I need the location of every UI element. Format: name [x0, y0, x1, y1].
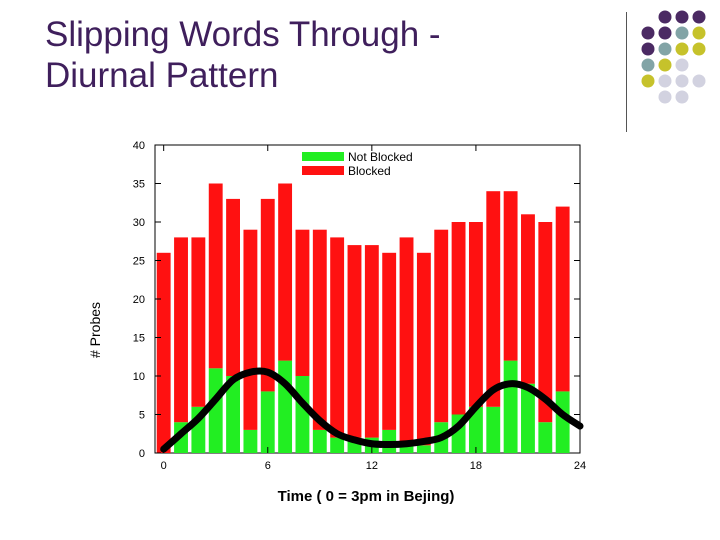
y-tick-label: 20	[133, 294, 145, 306]
bar-not-blocked	[243, 429, 258, 453]
decor-dot	[641, 58, 655, 72]
decor-dot	[675, 58, 689, 72]
bar-not-blocked	[278, 360, 293, 453]
bar-blocked	[399, 237, 414, 446]
x-tick-label: 12	[366, 460, 378, 472]
bar-layer	[156, 183, 570, 453]
axis-ticks: 0 5 10 15 20 25 30 35 40 0 6 12 18 24	[133, 140, 586, 472]
bar-not-blocked	[208, 368, 223, 453]
bar-blocked	[468, 222, 483, 407]
bar-not-blocked	[486, 406, 501, 453]
x-tick-label: 6	[265, 460, 271, 472]
bar-blocked	[347, 245, 362, 438]
slide-title-line-2: Diurnal Pattern	[45, 56, 279, 95]
bar-not-blocked	[260, 391, 275, 453]
decorative-divider-line	[626, 12, 627, 132]
x-tick-label: 18	[470, 460, 482, 472]
decor-dot	[641, 42, 655, 56]
bar-blocked	[555, 206, 570, 392]
bar-blocked	[226, 198, 240, 376]
bar-not-blocked	[295, 376, 310, 453]
slide-title: Slipping Words Through - Diurnal Pattern	[45, 14, 605, 96]
x-axis-label: Time ( 0 = 3pm in Bejing)	[278, 488, 455, 505]
legend-label: Not Blocked	[348, 150, 413, 164]
decor-dot	[675, 26, 689, 40]
decor-dot	[641, 26, 655, 40]
bar-blocked	[278, 183, 293, 361]
decor-dot	[658, 42, 672, 56]
bar-not-blocked	[538, 422, 553, 453]
bar-blocked	[191, 237, 206, 407]
y-tick-label: 5	[139, 410, 145, 422]
y-tick-label: 35	[133, 179, 145, 191]
y-tick-label: 10	[133, 371, 145, 383]
bar-blocked	[538, 222, 553, 423]
bar-not-blocked	[330, 437, 345, 453]
x-tick-label: 0	[161, 460, 167, 472]
y-tick-label: 30	[133, 217, 145, 229]
bar-not-blocked	[226, 376, 240, 453]
bar-blocked	[382, 252, 397, 430]
decor-dot	[658, 58, 672, 72]
decor-dot	[692, 42, 706, 56]
decor-dot	[675, 10, 689, 24]
y-tick-label: 40	[133, 140, 145, 152]
bar-not-blocked	[555, 391, 570, 453]
trend-curve	[160, 367, 584, 453]
y-tick-label: 25	[133, 256, 145, 268]
bar-not-blocked	[521, 383, 535, 453]
slide-title-line-1: Slipping Words Through -	[45, 15, 441, 54]
decor-dot	[658, 10, 672, 24]
bar-blocked	[434, 229, 449, 423]
decorative-dot-grid	[641, 10, 706, 104]
bar-blocked	[451, 222, 466, 415]
decor-dot	[641, 74, 655, 88]
bar-blocked	[243, 229, 258, 430]
y-axis-label: # Probes	[87, 302, 103, 358]
y-tick-label: 0	[139, 448, 145, 460]
decor-dot	[658, 74, 672, 88]
bar-not-blocked	[468, 406, 483, 453]
bar-blocked	[312, 229, 327, 430]
bar-blocked	[260, 198, 275, 392]
decor-dot	[692, 74, 706, 88]
bar-blocked	[295, 229, 310, 376]
bar-not-blocked	[503, 360, 518, 453]
decor-dot	[675, 90, 689, 104]
stacked-bar-chart: 0 5 10 15 20 25 30 35 40 0 6 12 18 24 Not BlockedBloc…	[87, 140, 586, 505]
decor-dot	[658, 90, 672, 104]
y-tick-label: 15	[133, 333, 145, 345]
bar-blocked	[156, 252, 171, 453]
decor-dot	[692, 26, 706, 40]
bar-not-blocked	[399, 445, 414, 453]
bar-blocked	[503, 191, 518, 361]
bar-not-blocked	[312, 429, 327, 453]
x-tick-label: 24	[574, 460, 586, 472]
decor-dot	[675, 74, 689, 88]
bar-blocked	[521, 214, 535, 384]
decor-dot	[692, 10, 706, 24]
decor-dot	[675, 42, 689, 56]
bar-blocked	[174, 237, 188, 423]
trend-curve-layer	[160, 367, 584, 453]
bar-blocked	[416, 252, 431, 446]
bar-blocked	[364, 245, 379, 438]
bar-blocked	[330, 237, 345, 438]
bar-not-blocked	[416, 445, 431, 453]
legend-swatch	[302, 166, 344, 175]
decor-dot	[658, 26, 672, 40]
bar-blocked	[486, 191, 501, 407]
bar-blocked	[208, 183, 223, 369]
legend-label: Blocked	[348, 164, 391, 178]
legend-swatch	[302, 152, 344, 161]
